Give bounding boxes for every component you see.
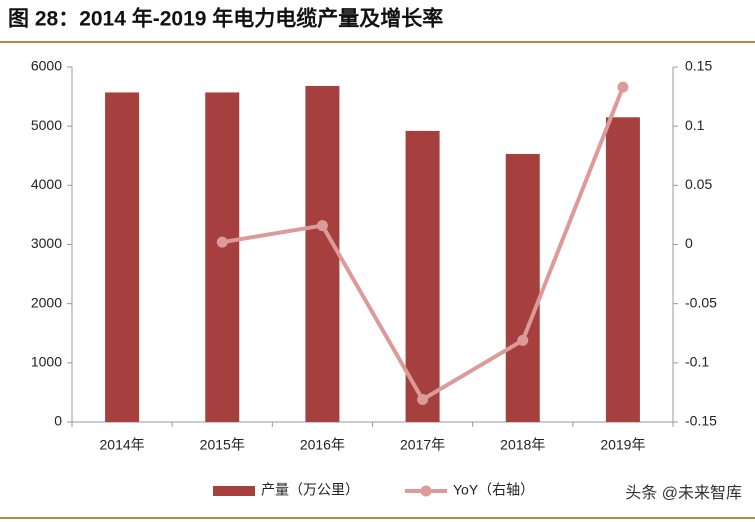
line-point (517, 334, 529, 346)
x-tick-label: 2018年 (500, 437, 545, 453)
legend-swatch (213, 486, 255, 496)
legend-label: YoY（右轴） (453, 482, 534, 498)
y-tick-label: 3000 (31, 235, 62, 251)
y-tick-label: 1000 (31, 354, 62, 370)
y-tick-label: 0 (54, 413, 62, 429)
x-tick-label: 2016年 (300, 437, 345, 453)
line-point (417, 394, 429, 406)
y-tick-label: 6000 (31, 58, 62, 74)
x-tick-label: 2019年 (600, 437, 645, 453)
y2-tick-label: 0 (685, 235, 693, 251)
line-point (216, 236, 228, 248)
line-point (617, 81, 629, 93)
bar (205, 92, 240, 423)
x-tick-label: 2017年 (400, 437, 445, 453)
y2-tick-label: -0.05 (685, 294, 717, 310)
y-tick-label: 4000 (31, 176, 62, 192)
bar (505, 153, 540, 422)
bar (605, 117, 640, 423)
line-point (316, 220, 328, 232)
bar (405, 130, 440, 422)
y2-tick-label: 0.1 (685, 117, 705, 133)
y-tick-label: 5000 (31, 117, 62, 133)
x-tick-label: 2014年 (100, 437, 145, 453)
x-tick-label: 2015年 (200, 437, 245, 453)
y2-tick-label: 0.05 (685, 176, 712, 192)
watermark: 头条 @未来智库 (625, 484, 742, 502)
y2-tick-label: 0.15 (685, 58, 712, 74)
y2-tick-label: -0.1 (685, 354, 709, 370)
bar (305, 85, 340, 422)
legend-swatch (420, 485, 432, 497)
y2-tick-label: -0.15 (685, 413, 717, 429)
legend-label: 产量（万公里） (261, 482, 359, 498)
bar (105, 92, 140, 423)
chart-title: 图 28：2014 年-2019 年电力电缆产量及增长率 (8, 7, 443, 31)
y-tick-label: 2000 (31, 294, 62, 310)
